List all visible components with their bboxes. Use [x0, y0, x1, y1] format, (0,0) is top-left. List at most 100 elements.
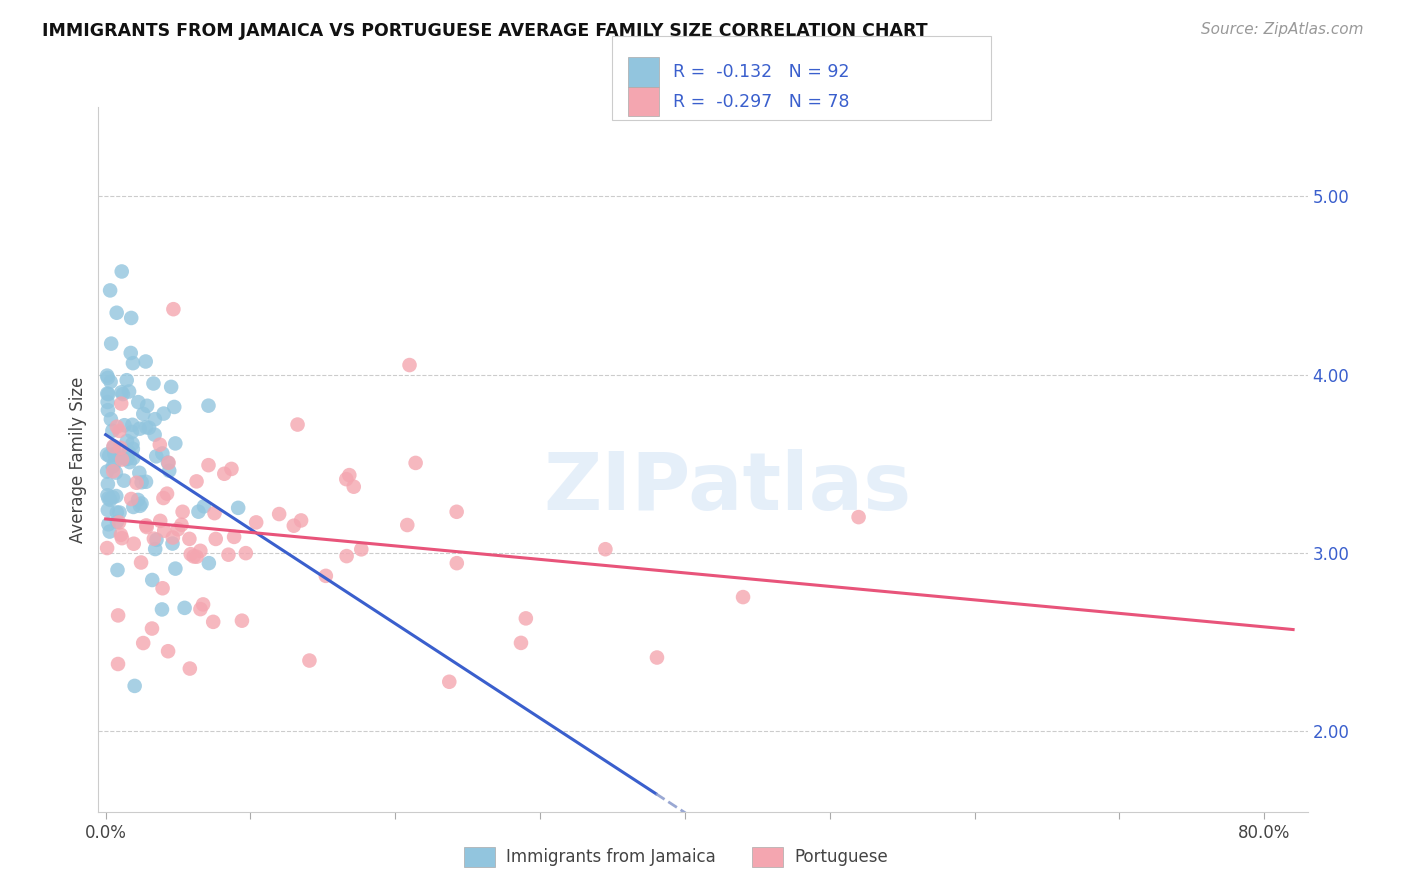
Point [183, 549, 205, 564]
Point [97, 503, 120, 517]
Point [162, 531, 184, 545]
Point [108, 448, 131, 462]
Point [131, 496, 153, 510]
Point [142, 532, 165, 546]
Text: Immigrants from Jamaica: Immigrants from Jamaica [506, 848, 716, 866]
Point [128, 466, 150, 480]
Point [231, 614, 253, 628]
Point [112, 418, 135, 433]
Text: IMMIGRANTS FROM JAMAICA VS PORTUGUESE AVERAGE FAMILY SIZE CORRELATION CHART: IMMIGRANTS FROM JAMAICA VS PORTUGUESE AV… [42, 22, 928, 40]
Point [107, 608, 129, 623]
Point [96, 386, 118, 401]
Point [405, 456, 427, 470]
Point [221, 462, 243, 476]
Point [101, 464, 124, 478]
Point [107, 657, 129, 671]
Point [204, 532, 226, 546]
Point [191, 598, 214, 612]
Point [848, 510, 870, 524]
Point [112, 474, 135, 488]
Point [135, 475, 157, 489]
Point [157, 464, 180, 478]
Point [111, 387, 134, 401]
Point [125, 475, 148, 490]
Point [120, 310, 142, 325]
Point [165, 436, 187, 450]
Text: Source: ZipAtlas.com: Source: ZipAtlas.com [1201, 22, 1364, 37]
Point [162, 536, 184, 550]
Point [142, 376, 165, 391]
Point [193, 500, 215, 514]
Point [149, 438, 172, 452]
Point [198, 556, 221, 570]
Point [100, 336, 122, 351]
Point [245, 516, 267, 530]
Point [595, 542, 617, 557]
Point [156, 456, 179, 470]
Point [173, 600, 195, 615]
Point [204, 506, 226, 520]
Point [101, 491, 124, 505]
Point [105, 306, 128, 320]
Point [98, 449, 121, 463]
Point [96, 368, 118, 383]
Point [645, 650, 668, 665]
Point [117, 452, 139, 467]
Point [202, 615, 225, 629]
Text: ZIPatlas: ZIPatlas [543, 449, 911, 526]
Point [122, 537, 145, 551]
Point [336, 549, 359, 563]
Point [115, 373, 138, 387]
Text: R =  -0.132   N = 92: R = -0.132 N = 92 [673, 63, 851, 81]
Point [105, 515, 128, 529]
Point [157, 644, 180, 658]
Point [110, 441, 132, 455]
Point [121, 436, 143, 450]
Point [337, 468, 360, 483]
Point [96, 447, 118, 461]
Point [283, 518, 305, 533]
Point [287, 417, 309, 432]
Point [145, 450, 167, 464]
Point [226, 500, 249, 515]
Point [108, 424, 131, 438]
Point [97, 477, 120, 491]
Point [97, 371, 120, 385]
Point [101, 424, 124, 438]
Point [103, 439, 125, 453]
Point [156, 486, 179, 500]
Point [105, 506, 128, 520]
Point [104, 456, 127, 470]
Point [187, 505, 209, 519]
Point [115, 434, 138, 448]
Text: R =  -0.297   N = 78: R = -0.297 N = 78 [673, 93, 851, 111]
Point [315, 569, 337, 583]
Point [108, 506, 131, 520]
Point [160, 380, 183, 394]
Point [152, 407, 174, 421]
Point [110, 397, 132, 411]
Point [98, 284, 121, 298]
Point [290, 513, 312, 527]
Point [222, 530, 245, 544]
Point [197, 399, 219, 413]
Point [510, 636, 533, 650]
Point [157, 456, 180, 470]
Point [121, 442, 143, 456]
Point [163, 400, 186, 414]
Point [398, 358, 420, 372]
Point [131, 475, 153, 490]
Point [132, 407, 155, 421]
Point [100, 375, 122, 389]
Point [97, 491, 120, 506]
Point [153, 524, 176, 538]
Point [98, 492, 121, 507]
Point [122, 500, 145, 514]
Point [188, 544, 211, 558]
Point [180, 547, 202, 561]
Point [135, 520, 157, 534]
Point [96, 488, 118, 502]
Point [141, 622, 163, 636]
Point [298, 654, 321, 668]
Point [122, 356, 145, 370]
